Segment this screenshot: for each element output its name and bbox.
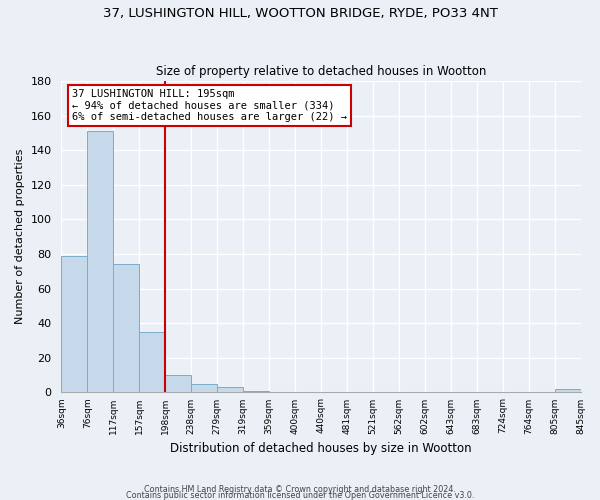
Bar — [243, 390, 269, 392]
Text: Contains HM Land Registry data © Crown copyright and database right 2024.: Contains HM Land Registry data © Crown c… — [144, 484, 456, 494]
Bar — [217, 387, 243, 392]
Bar — [554, 389, 581, 392]
Bar — [113, 264, 139, 392]
Bar — [139, 332, 165, 392]
Bar — [191, 384, 217, 392]
Text: Contains public sector information licensed under the Open Government Licence v3: Contains public sector information licen… — [126, 490, 474, 500]
Text: 37 LUSHINGTON HILL: 195sqm
← 94% of detached houses are smaller (334)
6% of semi: 37 LUSHINGTON HILL: 195sqm ← 94% of deta… — [72, 89, 347, 122]
Bar — [165, 375, 191, 392]
Bar — [61, 256, 88, 392]
Y-axis label: Number of detached properties: Number of detached properties — [15, 149, 25, 324]
Title: Size of property relative to detached houses in Wootton: Size of property relative to detached ho… — [156, 66, 486, 78]
Text: 37, LUSHINGTON HILL, WOOTTON BRIDGE, RYDE, PO33 4NT: 37, LUSHINGTON HILL, WOOTTON BRIDGE, RYD… — [103, 8, 497, 20]
Bar — [88, 131, 113, 392]
X-axis label: Distribution of detached houses by size in Wootton: Distribution of detached houses by size … — [170, 442, 472, 455]
